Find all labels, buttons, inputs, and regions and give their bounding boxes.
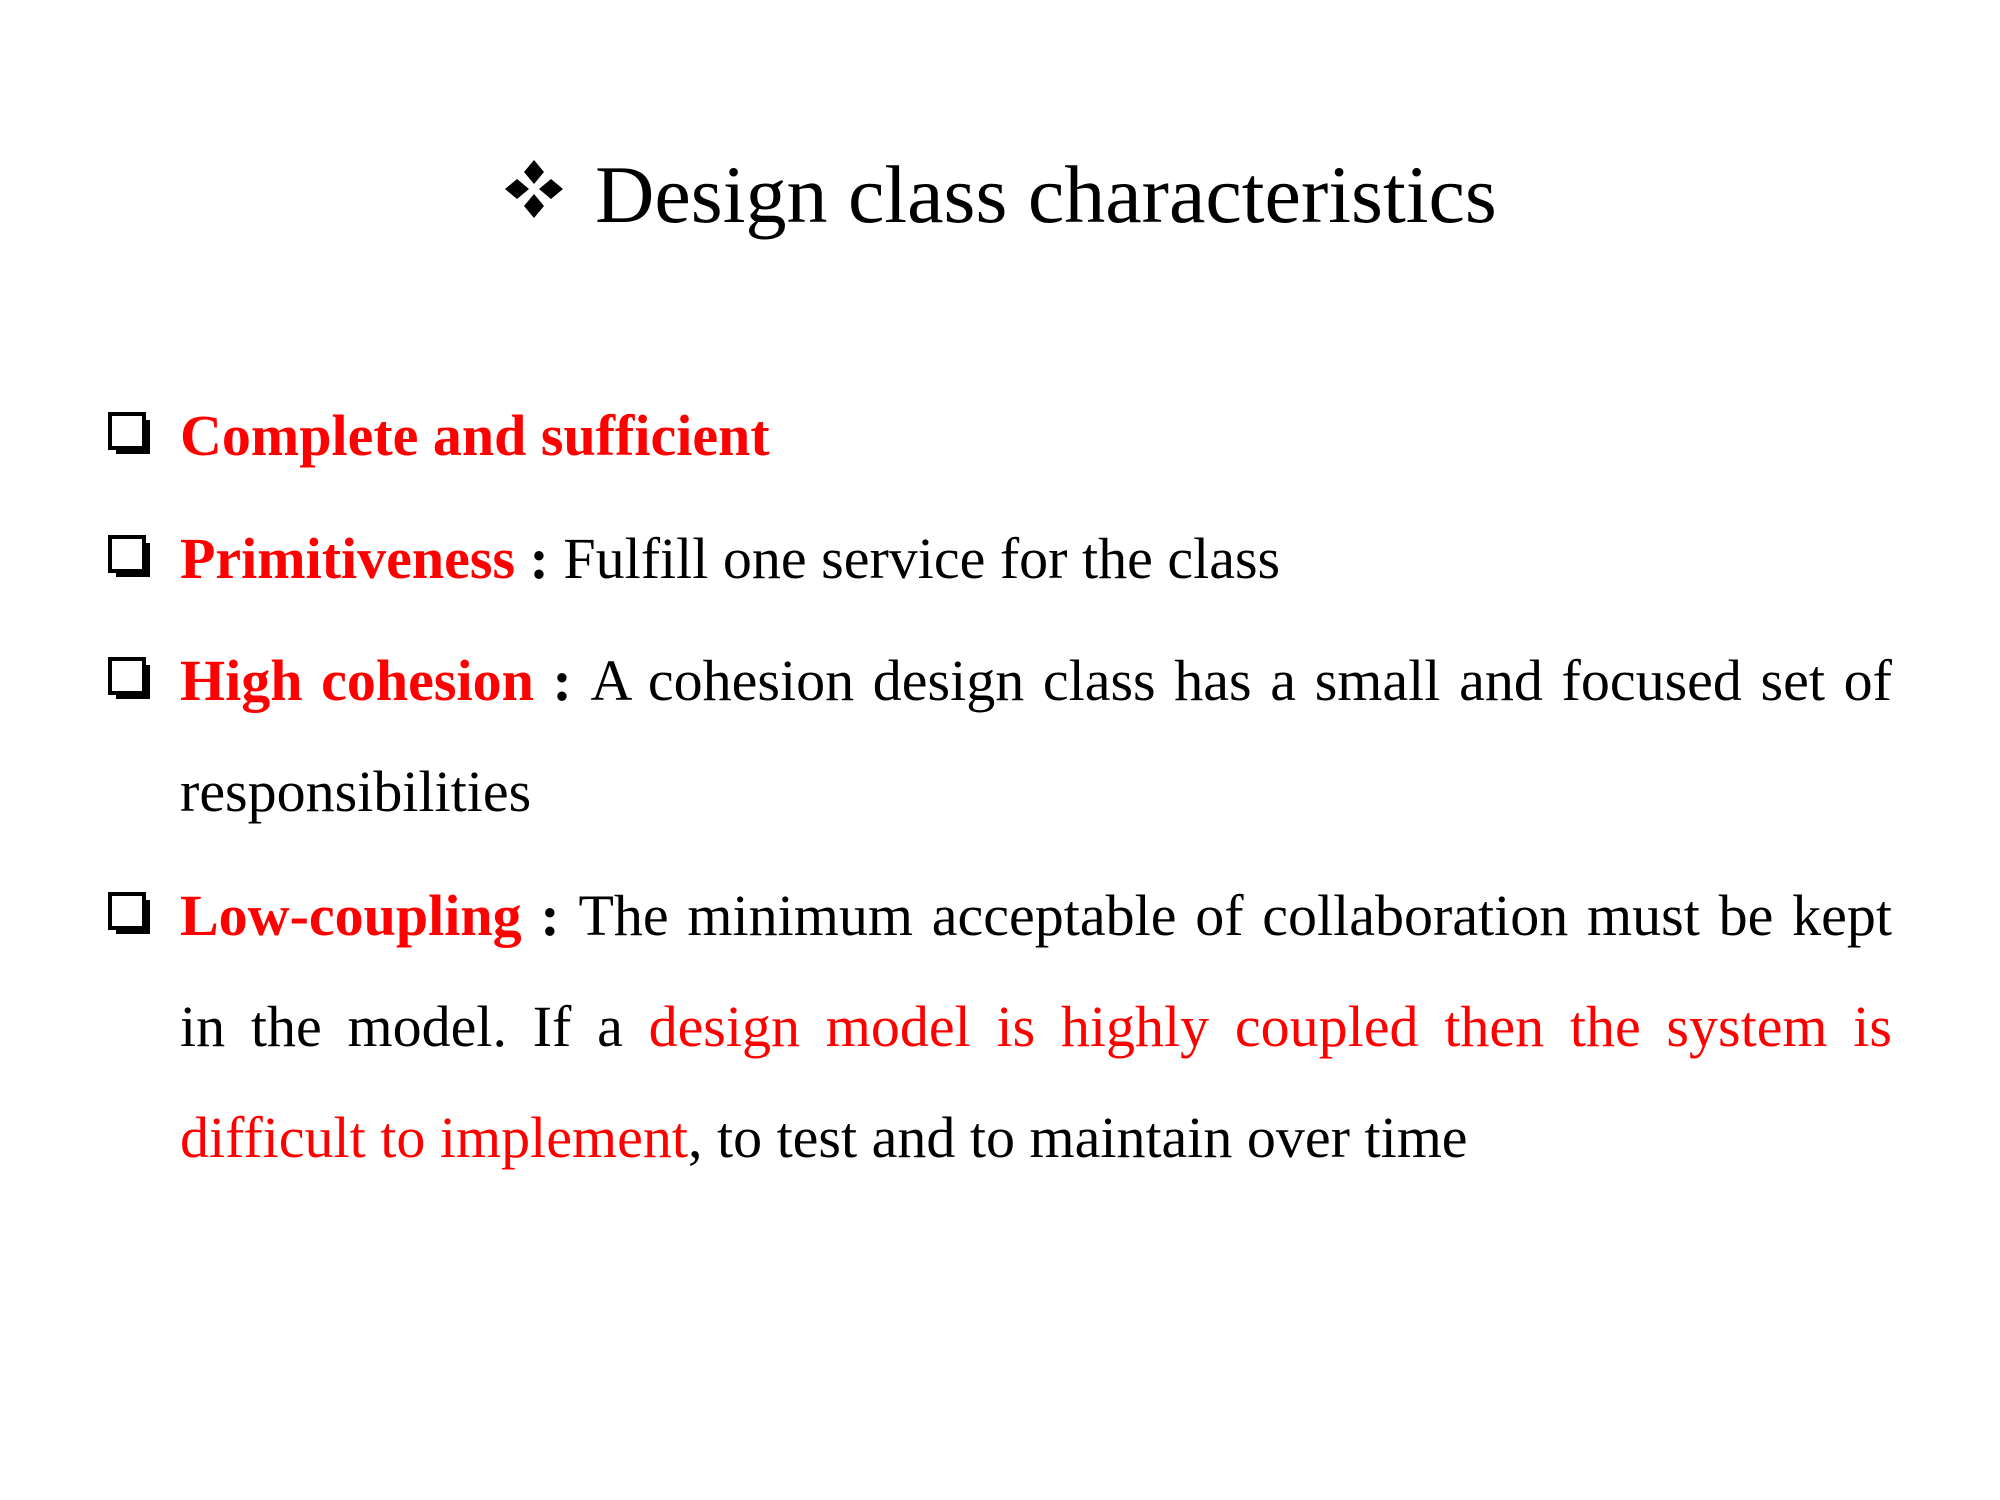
item-description-part1: The minimum acceptable of collaboration … bbox=[180, 883, 1892, 1059]
hollow-square-bullet-icon bbox=[108, 535, 152, 579]
item-separator: : bbox=[533, 648, 591, 713]
slide-title: Design class characteristics bbox=[0, 140, 2000, 250]
item-term: Low-coupling bbox=[180, 883, 522, 948]
hollow-square-bullet-icon bbox=[108, 412, 152, 456]
item-description-part2: , to test and to maintain over time bbox=[687, 1105, 1468, 1170]
hollow-square-bullet-icon bbox=[108, 657, 152, 701]
list-item-low-coupling: Low-coupling : The minimum acceptable of… bbox=[108, 860, 1892, 1193]
item-description: A cohesion design class has a small and … bbox=[180, 648, 1892, 824]
four-diamond-bullet-icon bbox=[503, 158, 565, 220]
item-term: Complete and sufficient bbox=[180, 403, 770, 468]
item-term: Primitiveness bbox=[180, 526, 516, 591]
hollow-square-bullet-icon bbox=[108, 892, 152, 936]
slide-title-text: Design class characteristics bbox=[595, 149, 1497, 240]
list-item-complete-sufficient: Complete and sufficient bbox=[108, 380, 1892, 491]
item-description: Fulfill one service for the class bbox=[563, 526, 1281, 591]
item-separator: : bbox=[521, 883, 579, 948]
item-term: High cohesion bbox=[180, 648, 534, 713]
item-separator: : bbox=[515, 526, 564, 591]
list-item-high-cohesion: High cohesion : A cohesion design class … bbox=[108, 625, 1892, 847]
item-description-highlight: design model is highly coupled then the … bbox=[180, 994, 1892, 1170]
list-item-primitiveness: Primitiveness : Fulfill one service for … bbox=[108, 503, 1892, 614]
